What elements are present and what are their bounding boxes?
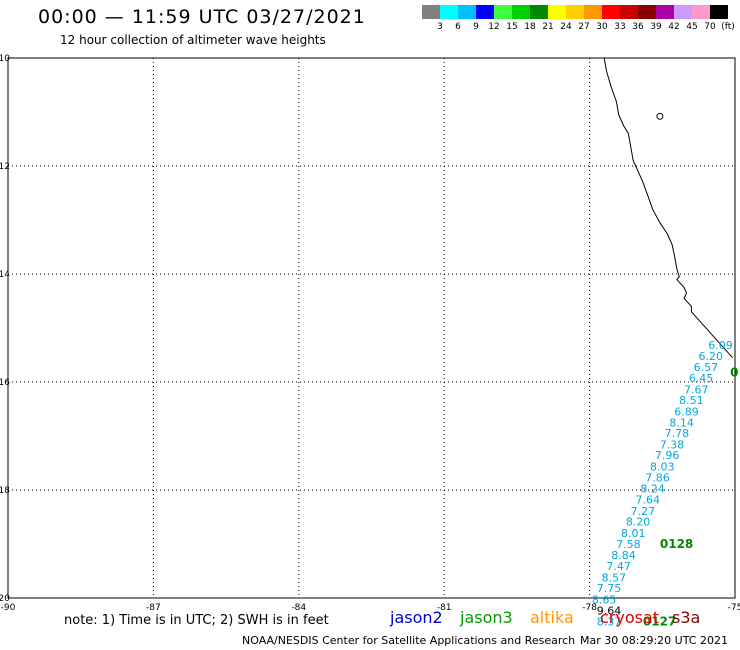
swh-value: 8.51 — [679, 394, 704, 407]
swh-value: 7.67 — [684, 383, 709, 396]
longitude-tick-label: -84 — [291, 603, 306, 613]
swh-value: 8.84 — [611, 549, 636, 562]
colorbar-swatch — [548, 5, 566, 19]
swh-value: 7.64 — [636, 494, 661, 507]
satellite-legend-jason2: jason2 — [390, 608, 443, 627]
longitude-tick-label: -78 — [582, 603, 597, 613]
island-outline — [656, 112, 664, 120]
swh-value: 7.38 — [660, 438, 685, 451]
satellite-legend-altika: altika — [530, 608, 574, 627]
map-subtitle: 12 hour collection of altimeter wave hei… — [60, 33, 326, 47]
colorbar-swatch — [422, 5, 440, 19]
swh-value: 8.65 — [592, 593, 617, 606]
colorbar-label: 70 — [704, 22, 716, 32]
swh-value: 6.57 — [694, 361, 719, 374]
colorbar-label: 6 — [455, 22, 461, 32]
swh-value: 6.89 — [674, 405, 699, 418]
swh-value: 8.01 — [621, 527, 646, 540]
colorbar-swatch — [494, 5, 512, 19]
swh-value: 7.47 — [606, 560, 631, 573]
colorbar-label: 21 — [542, 22, 554, 32]
latitude-tick-label: -20 — [0, 594, 10, 604]
swh-value: 8.14 — [669, 416, 694, 429]
latitude-tick-label: -12 — [0, 162, 10, 172]
colorbar-label: 42 — [668, 22, 680, 32]
pass-number-label: 0 — [730, 366, 738, 380]
colorbar-label: 45 — [686, 22, 698, 32]
satellite-legend-s3a: s3a — [672, 608, 701, 627]
latitude-tick-label: -10 — [0, 54, 10, 64]
colorbar-swatch — [638, 5, 656, 19]
swh-value: 9.64 — [597, 605, 622, 618]
colorbar-swatch — [674, 5, 692, 19]
colorbar-label: 33 — [614, 22, 626, 32]
longitude-tick-label: -75 — [728, 603, 740, 613]
colorbar-swatch — [656, 5, 674, 19]
swh-value: 6.09 — [708, 339, 733, 352]
swh-value: 6.45 — [689, 372, 714, 385]
colorbar-swatch — [602, 5, 620, 19]
colorbar-label: 12 — [488, 22, 500, 32]
colorbar-label: 36 — [632, 22, 644, 32]
swh-value: 8.24 — [640, 483, 665, 496]
units-note: note: 1) Time is in UTC; 2) SWH is in fe… — [64, 613, 329, 628]
colorbar-label: 9 — [473, 22, 479, 32]
swh-value: 7.58 — [616, 538, 641, 551]
pass-number-label: 0128 — [660, 537, 693, 551]
swh-value: 8.03 — [650, 461, 675, 474]
pass-number-label: 0127 — [643, 615, 676, 629]
satellite-legend-cryosat: cryosat — [600, 608, 660, 627]
colorbar-label: (ft) — [721, 22, 735, 32]
colorbar-swatch — [512, 5, 530, 19]
colorbar-label: 18 — [524, 22, 536, 32]
longitude-tick-label: -90 — [1, 603, 16, 613]
colorbar-label: 3 — [437, 22, 443, 32]
swh-value: 7.96 — [655, 449, 680, 462]
colorbar-swatch — [566, 5, 584, 19]
coastline — [603, 57, 733, 359]
longitude-tick-label: -87 — [146, 603, 161, 613]
latitude-tick-label: -18 — [0, 486, 10, 496]
latitude-tick-label: -14 — [0, 270, 10, 280]
colorbar-swatch — [440, 5, 458, 19]
swh-value: 6.20 — [699, 350, 724, 363]
colorbar-swatch — [584, 5, 602, 19]
swh-value: 7.27 — [631, 505, 656, 518]
swh-value: 8.37 — [597, 616, 622, 629]
colorbar-swatch — [710, 5, 728, 19]
colorbar-swatch — [458, 5, 476, 19]
colorbar-label: 30 — [596, 22, 608, 32]
latitude-tick-label: -16 — [0, 378, 10, 388]
swh-value: 7.78 — [665, 427, 690, 440]
credit-text: NOAA/NESDIS Center for Satellite Applica… — [242, 634, 576, 647]
colorbar-label: 27 — [578, 22, 590, 32]
swh-value: 8.57 — [602, 571, 627, 584]
colorbar-swatch — [620, 5, 638, 19]
colorbar-swatch — [530, 5, 548, 19]
swh-value: 7.86 — [645, 471, 670, 484]
longitude-tick-label: -81 — [437, 603, 452, 613]
map-title: 00:00 — 11:59 UTC 03/27/2021 — [38, 6, 366, 28]
map-frame — [7, 57, 736, 599]
satellite-legend-jason3: jason3 — [460, 608, 513, 627]
colorbar-label: 15 — [506, 22, 518, 32]
colorbar-label: 24 — [560, 22, 572, 32]
colorbar-label: 39 — [650, 22, 662, 32]
generated-timestamp: Mar 30 08:29:20 UTC 2021 — [580, 634, 728, 647]
swh-value: 8.20 — [626, 516, 651, 529]
colorbar-swatch — [476, 5, 494, 19]
swh-value: 7.75 — [597, 582, 622, 595]
colorbar-swatch — [692, 5, 710, 19]
